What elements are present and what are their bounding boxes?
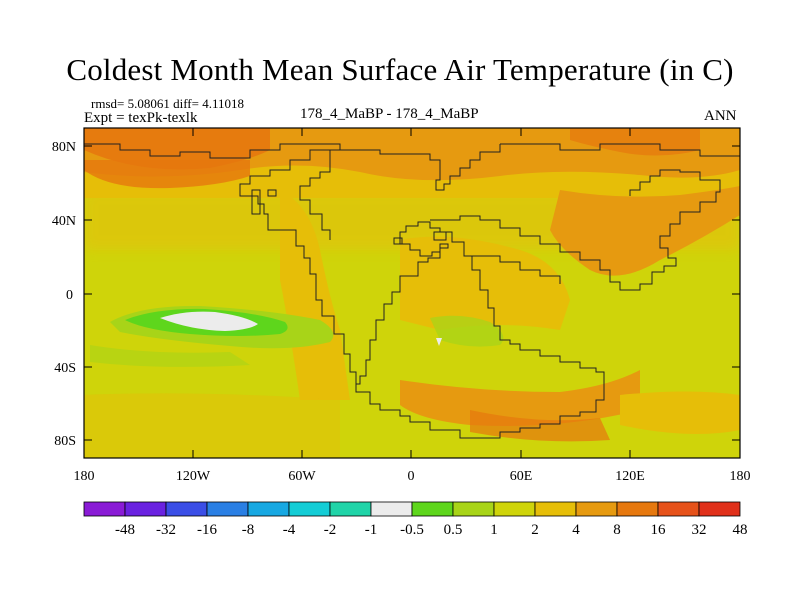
colorbar-label: 48 — [733, 522, 748, 538]
colorbar-swatch — [124, 501, 167, 517]
colorbar-swatch — [206, 501, 249, 517]
longitude-labels: 180 120W 60W 0 60E 120E 180 — [74, 469, 751, 484]
colorbar-label: 1 — [490, 522, 498, 538]
colorbar-swatch — [452, 501, 495, 517]
colorbar-label: -0.5 — [400, 522, 424, 538]
lat-label-80s: 80S — [54, 434, 76, 449]
colorbar-label: 32 — [692, 522, 707, 538]
colorbar-swatch — [329, 501, 372, 517]
lon-label-180-right: 180 — [730, 469, 751, 484]
expt-line: Expt = texPk-texlk — [84, 110, 198, 126]
colorbar-swatch — [370, 501, 413, 517]
lat-label-0: 0 — [66, 288, 73, 303]
lon-label-0: 0 — [408, 469, 415, 484]
period-label: ANN — [704, 108, 737, 124]
lon-label-180-left: 180 — [74, 469, 95, 484]
colorbar-label: 4 — [572, 522, 580, 538]
colorbar-label: -8 — [242, 522, 255, 538]
colorbar: -48 -32 -16 -8 -4 -2 -1 -0.5 0.5 1 2 4 8 16 32 48 — [83, 501, 748, 538]
colorbar-swatch — [575, 501, 618, 517]
colorbar-swatch — [247, 501, 290, 517]
colorbar-swatch — [698, 501, 741, 517]
lon-label-60w: 60W — [288, 469, 316, 484]
colorbar-label: -16 — [197, 522, 217, 538]
center-label: 178_4_MaBP - 178_4_MaBP — [300, 106, 479, 122]
map-title: Coldest Month Mean Surface Air Temperatu… — [66, 52, 734, 87]
colorbar-swatch — [411, 501, 454, 517]
latitude-labels: 80N 40N 0 40S 80S — [52, 140, 76, 449]
continent-outlines — [84, 143, 740, 439]
colorbar-label: 16 — [651, 522, 667, 538]
colorbar-swatch — [165, 501, 208, 517]
colorbar-label: -48 — [115, 522, 135, 538]
lon-label-60e: 60E — [510, 469, 533, 484]
colorbar-swatch — [534, 501, 577, 517]
colorbar-swatch — [83, 501, 126, 517]
temperature-field — [84, 128, 740, 458]
colorbar-label: 2 — [531, 522, 539, 538]
colorbar-label: -2 — [324, 522, 337, 538]
axis-ticks — [83, 128, 741, 458]
colorbar-label: 0.5 — [444, 522, 463, 538]
colorbar-label: 8 — [613, 522, 621, 538]
lon-label-120e: 120E — [615, 469, 645, 484]
colorbar-label: -32 — [156, 522, 176, 538]
lat-label-80n: 80N — [52, 140, 76, 155]
lat-label-40n: 40N — [52, 214, 76, 229]
colorbar-label: -1 — [365, 522, 378, 538]
colorbar-label: -4 — [283, 522, 296, 538]
lon-label-120w: 120W — [176, 469, 211, 484]
lat-label-40s: 40S — [54, 361, 76, 376]
colorbar-swatch — [493, 501, 536, 517]
plot-frame — [83, 127, 741, 459]
stats-line: rmsd= 5.08061 diff= 4.11018 — [91, 96, 244, 111]
colorbar-swatch — [288, 501, 331, 517]
colorbar-swatch — [616, 501, 659, 517]
colorbar-swatch — [657, 501, 700, 517]
